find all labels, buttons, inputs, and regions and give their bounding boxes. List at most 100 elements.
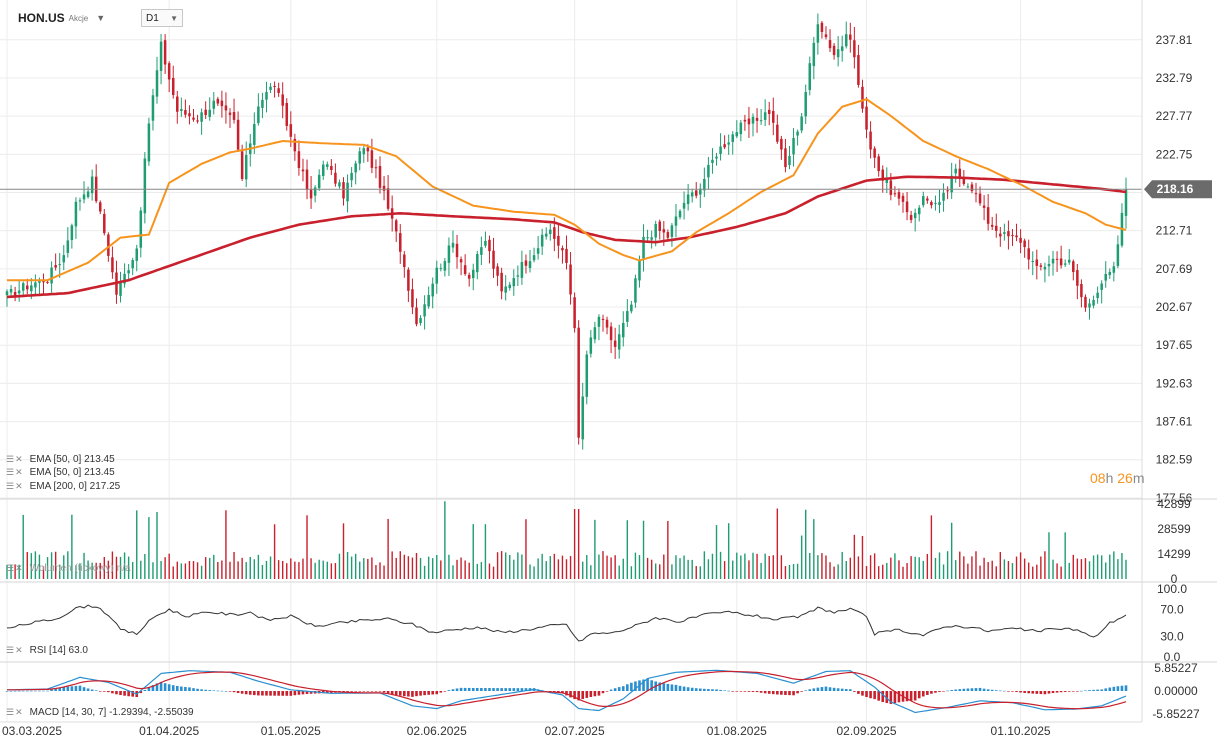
macd-histogram-bar xyxy=(921,691,925,697)
candle-body xyxy=(1043,266,1047,270)
settings-close-icon[interactable]: ☰✕ xyxy=(6,467,24,477)
candle-body xyxy=(703,178,706,191)
macd-histogram-bar xyxy=(382,691,386,693)
macd-histogram-bar xyxy=(196,688,199,691)
rsi-tick-label: 70.0 xyxy=(1160,602,1184,616)
settings-close-icon[interactable]: ☰✕ xyxy=(6,707,24,717)
volume-bar xyxy=(582,561,584,579)
volume-bar xyxy=(549,556,551,579)
candle-body xyxy=(1063,263,1067,265)
candle-body xyxy=(236,119,240,150)
macd-histogram-bar xyxy=(127,691,130,697)
candle-body xyxy=(289,124,293,137)
candle-body xyxy=(163,40,167,65)
macd-histogram-bar xyxy=(1019,691,1022,693)
candle-body xyxy=(1112,266,1116,273)
settings-close-icon[interactable]: ☰✕ xyxy=(6,645,24,655)
macd-histogram-bar xyxy=(467,687,471,691)
macd-histogram-bar xyxy=(147,687,151,691)
settings-close-icon[interactable]: ☰✕ xyxy=(6,481,24,491)
volume-bar xyxy=(760,562,762,579)
time-tick-label: 01.10.2025 xyxy=(991,724,1051,738)
rsi-panel[interactable] xyxy=(6,604,1127,642)
volume-bar xyxy=(1015,556,1018,579)
volume-bar xyxy=(1121,553,1123,579)
volume-bar xyxy=(873,553,876,579)
macd-histogram-bar xyxy=(435,691,439,695)
volume-bar xyxy=(1003,559,1006,579)
volume-bar xyxy=(492,566,495,579)
volume-bar xyxy=(1076,558,1079,579)
candle-body xyxy=(589,337,593,354)
volume-bar xyxy=(22,514,24,579)
candle-body xyxy=(54,265,57,268)
macd-histogram-bar xyxy=(561,691,564,693)
macd-histogram-bar xyxy=(143,689,147,691)
volume-bar xyxy=(103,557,106,579)
volume-bar xyxy=(817,555,819,579)
legend-ema-3[interactable]: ☰✕ EMA [200, 0] 217.25 xyxy=(6,481,120,492)
candle-body xyxy=(188,113,191,117)
macd-histogram-bar xyxy=(808,689,812,691)
macd-histogram-bar xyxy=(25,690,29,692)
volume-bar xyxy=(529,564,531,579)
macd-panel[interactable] xyxy=(5,669,1128,714)
volume-bar xyxy=(140,560,142,579)
macd-histogram-bar xyxy=(411,691,414,697)
macd-histogram-bar xyxy=(78,685,82,691)
candle-body xyxy=(257,106,260,124)
volume-bar xyxy=(127,556,130,579)
settings-close-icon[interactable]: ☰✕ xyxy=(6,563,24,573)
timeframe-selector[interactable]: D1 ▼ xyxy=(141,9,183,27)
instrument-type: Akcje xyxy=(68,13,89,23)
candle-body xyxy=(30,285,33,292)
macd-tick-label: 0.00000 xyxy=(1154,684,1198,698)
volume-bar xyxy=(833,566,835,579)
volume-bar xyxy=(630,566,633,579)
price-panel[interactable] xyxy=(0,13,1142,450)
candle-body xyxy=(1072,261,1075,273)
volume-bar xyxy=(963,556,965,579)
macd-histogram-bar xyxy=(192,688,195,691)
macd-histogram-bar xyxy=(747,691,751,692)
legend-ema-2[interactable]: ☰✕ EMA [50, 0] 213.45 xyxy=(6,467,115,478)
macd-histogram-bar xyxy=(512,688,516,691)
candle-body xyxy=(281,94,284,106)
axis-background xyxy=(1142,0,1217,746)
macd-histogram-bar xyxy=(1092,689,1095,691)
legend-ema-1[interactable]: ☰✕ EMA [50, 0] 213.45 xyxy=(6,454,115,465)
legend-macd[interactable]: ☰✕ MACD [14, 30, 7] -1.29394, -2.55039 xyxy=(6,707,194,718)
time-tick-label: 01.08.2025 xyxy=(707,724,767,738)
candle-body xyxy=(772,111,775,123)
volume-bar xyxy=(233,551,235,579)
volume-bar xyxy=(277,560,280,579)
volume-bar xyxy=(1117,559,1119,579)
settings-close-icon[interactable]: ☰✕ xyxy=(6,454,24,464)
candle-body xyxy=(1059,258,1063,266)
price-tick-label: 177.56 xyxy=(1156,491,1193,505)
macd-histogram-bar xyxy=(188,687,191,691)
legend-rsi[interactable]: ☰✕ RSI [14] 63.0 xyxy=(6,645,88,656)
candle-body xyxy=(1124,189,1128,216)
candle-body xyxy=(962,177,966,184)
candle-body xyxy=(1023,240,1026,248)
volume-bar xyxy=(727,523,730,579)
candle-body xyxy=(1015,235,1018,238)
volume-bar xyxy=(577,509,580,579)
volume-bar xyxy=(845,561,847,579)
volume-bar xyxy=(1036,564,1038,579)
macd-histogram-bar xyxy=(90,689,94,691)
macd-histogram-bar xyxy=(325,691,329,694)
macd-histogram-bar xyxy=(103,691,106,692)
price-tick-label: 237.81 xyxy=(1156,33,1193,47)
legend-volume[interactable]: ☰✕ Wolumen (tickowy) n/a xyxy=(6,563,131,574)
candle-body xyxy=(743,119,747,122)
volume-bar xyxy=(894,553,896,579)
volume-bar xyxy=(723,561,726,579)
volume-panel[interactable] xyxy=(6,501,1127,579)
symbol-selector[interactable]: HON.US Akcje ▼ xyxy=(18,9,105,27)
macd-histogram-bar xyxy=(715,689,718,691)
volume-bar xyxy=(87,560,89,579)
macd-histogram-bar xyxy=(986,689,990,691)
macd-histogram-bar xyxy=(224,690,228,692)
